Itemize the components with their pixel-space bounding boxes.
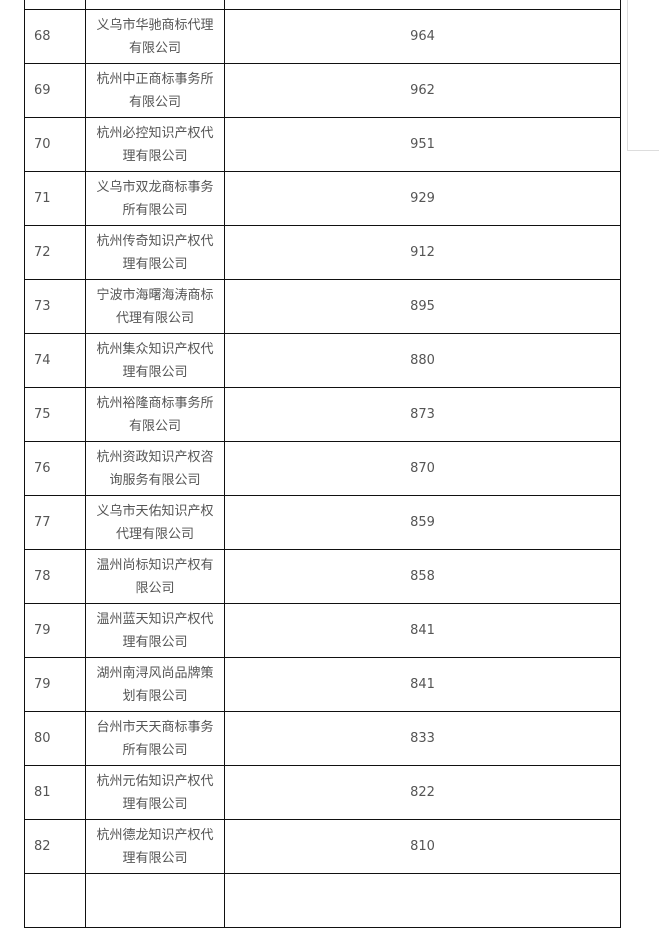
- table-row: 73 宁波市海曙海涛商标代理有限公司 895: [24, 279, 621, 334]
- rank-cell: 73: [24, 279, 86, 334]
- count-cell: 951: [224, 117, 621, 172]
- agency-name-cell: 温州尚标知识产权有限公司: [85, 549, 225, 604]
- count-cell: 833: [224, 711, 621, 766]
- agency-name-cell: 义乌市双龙商标事务所有限公司: [85, 171, 225, 226]
- table-row: 76 杭州资政知识产权咨询服务有限公司 870: [24, 441, 621, 496]
- table-row: 71 义乌市双龙商标事务所有限公司 929: [24, 171, 621, 226]
- count-cell: 870: [224, 441, 621, 496]
- count-cell: 912: [224, 225, 621, 280]
- rank-cell: 68: [24, 9, 86, 64]
- agency-name-cell: 杭州必控知识产权代理有限公司: [85, 117, 225, 172]
- agency-name-cell: 杭州集众知识产权代理有限公司: [85, 333, 225, 388]
- agency-name-cell: 杭州德龙知识产权代理有限公司: [85, 819, 225, 874]
- table-row: 79 湖州南浔风尚品牌策划有限公司 841: [24, 657, 621, 712]
- rank-cell: 72: [24, 225, 86, 280]
- table-row: 69 杭州中正商标事务所有限公司 962: [24, 63, 621, 118]
- agency-name-cell: 杭州资政知识产权咨询服务有限公司: [85, 441, 225, 496]
- agency-name-cell: 台州市天天商标事务所有限公司: [85, 711, 225, 766]
- agency-name-cell: 宁波市海曙海涛商标代理有限公司: [85, 279, 225, 334]
- count-cell: 859: [224, 495, 621, 550]
- side-panel: [627, 0, 659, 151]
- agency-ranking-table: 68 义乌市华驰商标代理有限公司 964 69 杭州中正商标事务所有限公司 962 70 杭州…: [24, 0, 621, 928]
- count-cell: 962: [224, 63, 621, 118]
- rank-cell: 71: [24, 171, 86, 226]
- count-cell: 880: [224, 333, 621, 388]
- count-cell: 895: [224, 279, 621, 334]
- agency-name-cell: 杭州中正商标事务所有限公司: [85, 63, 225, 118]
- table-row: 70 杭州必控知识产权代理有限公司 951: [24, 117, 621, 172]
- table-row: [24, 873, 621, 928]
- count-cell: 929: [224, 171, 621, 226]
- table-row: 68 义乌市华驰商标代理有限公司 964: [24, 9, 621, 64]
- count-cell: 810: [224, 819, 621, 874]
- rank-cell: 79: [24, 603, 86, 658]
- count-cell: 822: [224, 765, 621, 820]
- rank-cell: 78: [24, 549, 86, 604]
- agency-name-cell: 温州蓝天知识产权代理有限公司: [85, 603, 225, 658]
- count-cell: [224, 873, 621, 928]
- rank-cell: 82: [24, 819, 86, 874]
- count-cell: [224, 0, 621, 10]
- rank-cell: 76: [24, 441, 86, 496]
- rank-cell: 80: [24, 711, 86, 766]
- rank-cell: 69: [24, 63, 86, 118]
- table-row: [24, 0, 621, 10]
- count-cell: 873: [224, 387, 621, 442]
- table-row: 74 杭州集众知识产权代理有限公司 880: [24, 333, 621, 388]
- count-cell: 841: [224, 657, 621, 712]
- rank-cell: [24, 0, 86, 10]
- agency-name-cell: [85, 873, 225, 928]
- table-row: 72 杭州传奇知识产权代理有限公司 912: [24, 225, 621, 280]
- table-row: 81 杭州元佑知识产权代理有限公司 822: [24, 765, 621, 820]
- rank-cell: 77: [24, 495, 86, 550]
- table-row: 78 温州尚标知识产权有限公司 858: [24, 549, 621, 604]
- table-row: 79 温州蓝天知识产权代理有限公司 841: [24, 603, 621, 658]
- count-cell: 858: [224, 549, 621, 604]
- table-row: 82 杭州德龙知识产权代理有限公司 810: [24, 819, 621, 874]
- table-row: 77 义乌市天佑知识产权代理有限公司 859: [24, 495, 621, 550]
- agency-name-cell: 杭州裕隆商标事务所有限公司: [85, 387, 225, 442]
- rank-cell: 79: [24, 657, 86, 712]
- agency-name-cell: 义乌市天佑知识产权代理有限公司: [85, 495, 225, 550]
- agency-name-cell: 杭州传奇知识产权代理有限公司: [85, 225, 225, 280]
- agency-name-cell: 义乌市华驰商标代理有限公司: [85, 9, 225, 64]
- rank-cell: 70: [24, 117, 86, 172]
- table-row: 75 杭州裕隆商标事务所有限公司 873: [24, 387, 621, 442]
- rank-cell: 81: [24, 765, 86, 820]
- rank-cell: 75: [24, 387, 86, 442]
- rank-cell: 74: [24, 333, 86, 388]
- count-cell: 841: [224, 603, 621, 658]
- agency-name-cell: [85, 0, 225, 10]
- agency-name-cell: 杭州元佑知识产权代理有限公司: [85, 765, 225, 820]
- agency-name-cell: 湖州南浔风尚品牌策划有限公司: [85, 657, 225, 712]
- rank-cell: [24, 873, 86, 928]
- count-cell: 964: [224, 9, 621, 64]
- table-row: 80 台州市天天商标事务所有限公司 833: [24, 711, 621, 766]
